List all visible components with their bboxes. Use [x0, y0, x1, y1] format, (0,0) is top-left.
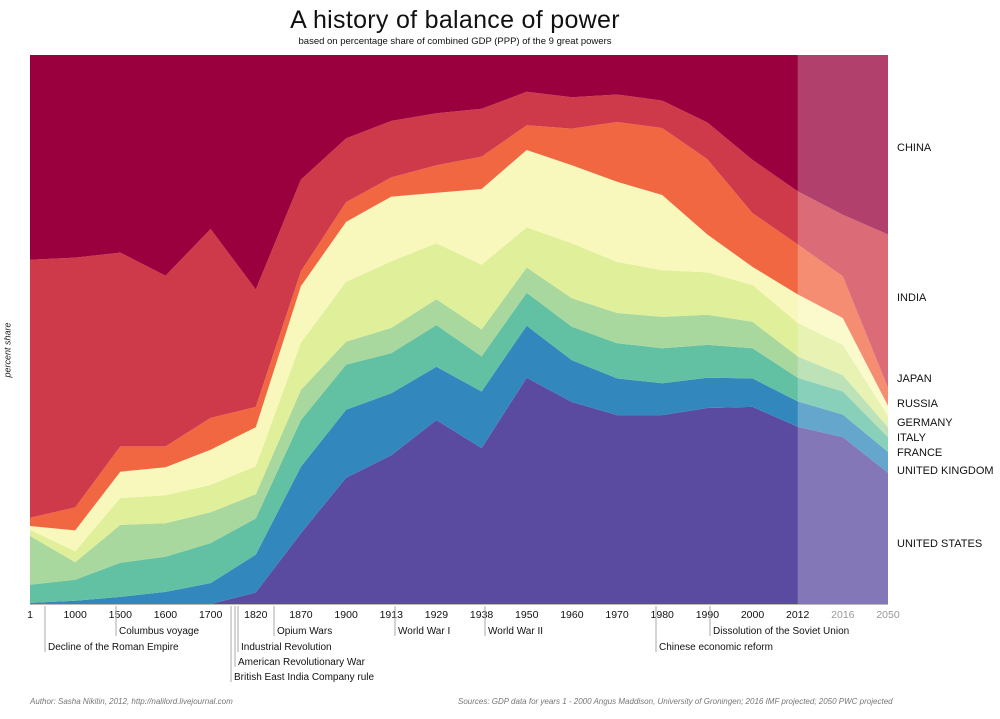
series-label: ITALY — [897, 432, 927, 444]
event-label: World War II — [488, 626, 543, 637]
series-label: INDIA — [897, 292, 927, 304]
area-italy — [30, 267, 888, 585]
event-label: Opium Wars — [277, 626, 332, 637]
x-tick-label: 2012 — [786, 609, 810, 621]
x-tick-label: 2000 — [741, 609, 765, 621]
series-label: UNITED STATES — [897, 538, 982, 550]
chart-subtitle: based on percentage share of combined GD… — [298, 36, 612, 47]
sources-credit: Sources: GDP data for years 1 - 2000 Ang… — [458, 697, 893, 706]
event-label: Columbus voyage — [119, 626, 199, 637]
event-label: British East India Company rule — [234, 672, 375, 683]
series-label: JAPAN — [897, 373, 932, 385]
author-credit: Author: Sasha Nikitin, 2012, http://nali… — [30, 697, 233, 706]
x-tick-label: 1900 — [334, 609, 358, 621]
series-label: RUSSIA — [897, 398, 939, 410]
x-tick-label: 1913 — [380, 609, 404, 621]
x-tick-label: 1990 — [696, 609, 720, 621]
area-china — [30, 55, 888, 290]
x-tick-label: 1000 — [63, 609, 87, 621]
area-russia — [30, 150, 888, 552]
x-tick-label: 1970 — [605, 609, 629, 621]
y-axis-label: percent share — [2, 322, 13, 378]
area-united-states — [30, 377, 888, 604]
series-label: FRANCE — [897, 447, 942, 459]
x-tick-label: 1 — [27, 609, 33, 621]
x-tick-label: 1820 — [244, 609, 268, 621]
projection-shading — [797, 55, 888, 604]
series-label: GERMANY — [897, 417, 953, 429]
area-india — [30, 91, 888, 518]
chart-title: A history of balance of power — [290, 6, 620, 34]
event-label: American Revolutionary War — [238, 657, 366, 668]
event-label: Chinese economic reform — [659, 642, 773, 653]
area-germany — [30, 227, 888, 563]
x-tick-label: 2050 — [876, 609, 900, 621]
x-tick-label: 2016 — [831, 609, 855, 621]
x-tick-label: 1500 — [109, 609, 133, 621]
event-label: Industrial Revolution — [241, 642, 332, 653]
x-tick-label: 1950 — [515, 609, 539, 621]
x-tick-label: 1700 — [199, 609, 223, 621]
x-tick-label: 1960 — [560, 609, 584, 621]
series-label: UNITED KINGDOM — [897, 465, 994, 477]
area-japan — [30, 122, 888, 531]
x-tick-label: 1980 — [651, 609, 675, 621]
x-tick-label: 1938 — [470, 609, 494, 621]
event-label: Decline of the Roman Empire — [48, 642, 179, 653]
area-france — [30, 292, 888, 603]
event-label: Dissolution of the Soviet Union — [713, 626, 849, 637]
series-label: CHINA — [897, 142, 932, 154]
area-united-kingdom — [30, 325, 888, 604]
x-tick-label: 1870 — [289, 609, 313, 621]
x-tick-label: 1600 — [154, 609, 178, 621]
x-tick-label: 1929 — [425, 609, 449, 621]
event-label: World War I — [398, 626, 450, 637]
